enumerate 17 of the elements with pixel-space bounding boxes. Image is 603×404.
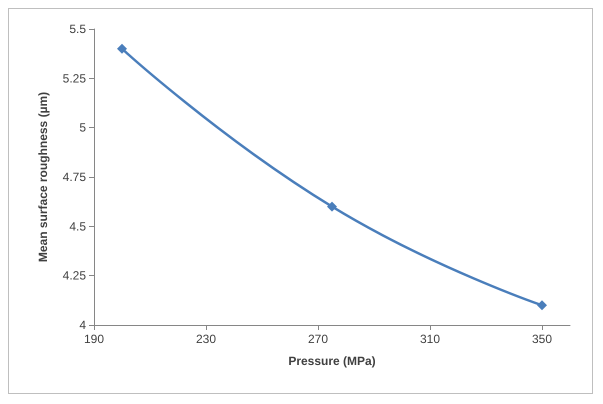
x-tick-label: 310 — [420, 332, 440, 346]
x-tick-label: 230 — [196, 332, 216, 346]
x-axis-title: Pressure (MPa) — [288, 354, 376, 368]
y-tick-label: 4.5 — [69, 219, 86, 234]
x-tick-label: 350 — [532, 332, 552, 346]
y-tick-label: 5.5 — [69, 22, 86, 36]
y-axis-title: Mean surface roughness (µm) — [36, 92, 50, 262]
y-tick-label: 4.75 — [62, 170, 86, 184]
y-tick-label: 4.25 — [62, 268, 86, 283]
point — [537, 300, 547, 310]
point — [117, 44, 127, 54]
x-tick-label: 270 — [308, 332, 328, 346]
y-tick-label: 5.25 — [62, 71, 86, 86]
y-tick-label: 4 — [79, 318, 86, 332]
x-tick-label: 190 — [84, 332, 104, 346]
point — [327, 202, 337, 212]
y-tick-label: 5 — [79, 120, 86, 135]
